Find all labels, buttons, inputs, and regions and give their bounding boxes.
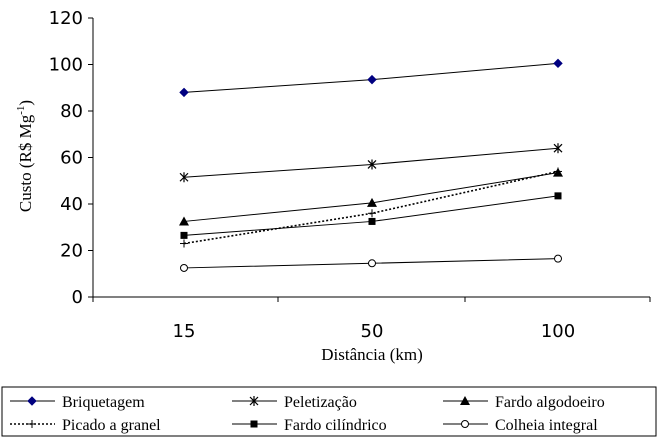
marker-triangle	[460, 396, 470, 405]
marker-star	[553, 143, 563, 154]
y-axis-title: Custo (R$ Mg-1)	[15, 100, 35, 212]
marker-plus	[554, 167, 562, 176]
marker-circle	[180, 263, 188, 272]
x-tick-label: 15	[173, 321, 196, 342]
marker-diamond	[553, 58, 563, 69]
y-axis-title-main: Custo (R$ Mg	[16, 114, 35, 212]
marker-square	[250, 420, 258, 428]
series-line	[183, 170, 559, 245]
legend-item: Peletização	[232, 394, 357, 411]
y-axis-title-superscript: -1	[15, 106, 27, 115]
marker-plus	[28, 420, 36, 428]
series	[180, 167, 562, 248]
series	[179, 167, 563, 226]
legend-label: Colheia integral	[495, 417, 598, 434]
marker-diamond	[27, 396, 37, 406]
marker-square	[368, 217, 376, 225]
y-axis-title-close: )	[16, 100, 35, 106]
y-tick-label: 120	[49, 8, 83, 29]
series	[179, 143, 563, 183]
legend-label: Peletização	[284, 394, 357, 411]
marker-circle	[461, 420, 469, 428]
legend-item: Fardo cilíndrico	[232, 417, 387, 434]
y-tick-label: 20	[60, 241, 83, 262]
y-tick-label: 80	[60, 101, 83, 122]
marker-diamond	[367, 74, 377, 85]
y-tick-label: 0	[72, 287, 83, 308]
legend-label: Fardo algodoeiro	[495, 394, 605, 411]
series	[180, 192, 562, 239]
x-tick-label: 100	[541, 321, 575, 342]
legend-item: Briquetagem	[10, 394, 145, 411]
legend-box	[1, 386, 657, 437]
marker-plus	[368, 209, 376, 218]
legend-label: Briquetagem	[62, 394, 145, 411]
marker-square	[180, 231, 188, 239]
legend: Briquetagem Peletização Fardo algodoeiro Pi…	[10, 394, 605, 434]
ticks-layer: 0 20 40 60 80 100 120 15 50 100	[49, 8, 651, 342]
legend-label: Fardo cilíndrico	[284, 417, 387, 434]
x-tick-label: 50	[361, 321, 384, 342]
series	[179, 58, 563, 98]
marker-circle	[368, 259, 376, 268]
legend-item: Fardo algodoeiro	[443, 394, 605, 411]
x-axis-title: Distância (km)	[321, 345, 423, 364]
series	[180, 254, 562, 272]
y-tick-label: 100	[49, 55, 83, 76]
marker-triangle	[179, 216, 189, 226]
series-layer	[179, 58, 563, 272]
marker-circle	[554, 254, 562, 263]
y-tick-label: 40	[60, 194, 83, 215]
y-tick-label: 60	[60, 148, 83, 169]
legend-item: Picado a granel	[10, 417, 161, 434]
marker-square	[554, 192, 562, 200]
marker-star	[179, 172, 189, 183]
legend-item: Colheia integral	[443, 417, 598, 434]
marker-star	[249, 396, 259, 406]
legend-label: Picado a granel	[62, 417, 161, 434]
marker-diamond	[179, 87, 189, 98]
marker-plus	[180, 239, 188, 248]
marker-triangle	[367, 197, 377, 207]
marker-star	[367, 159, 377, 170]
